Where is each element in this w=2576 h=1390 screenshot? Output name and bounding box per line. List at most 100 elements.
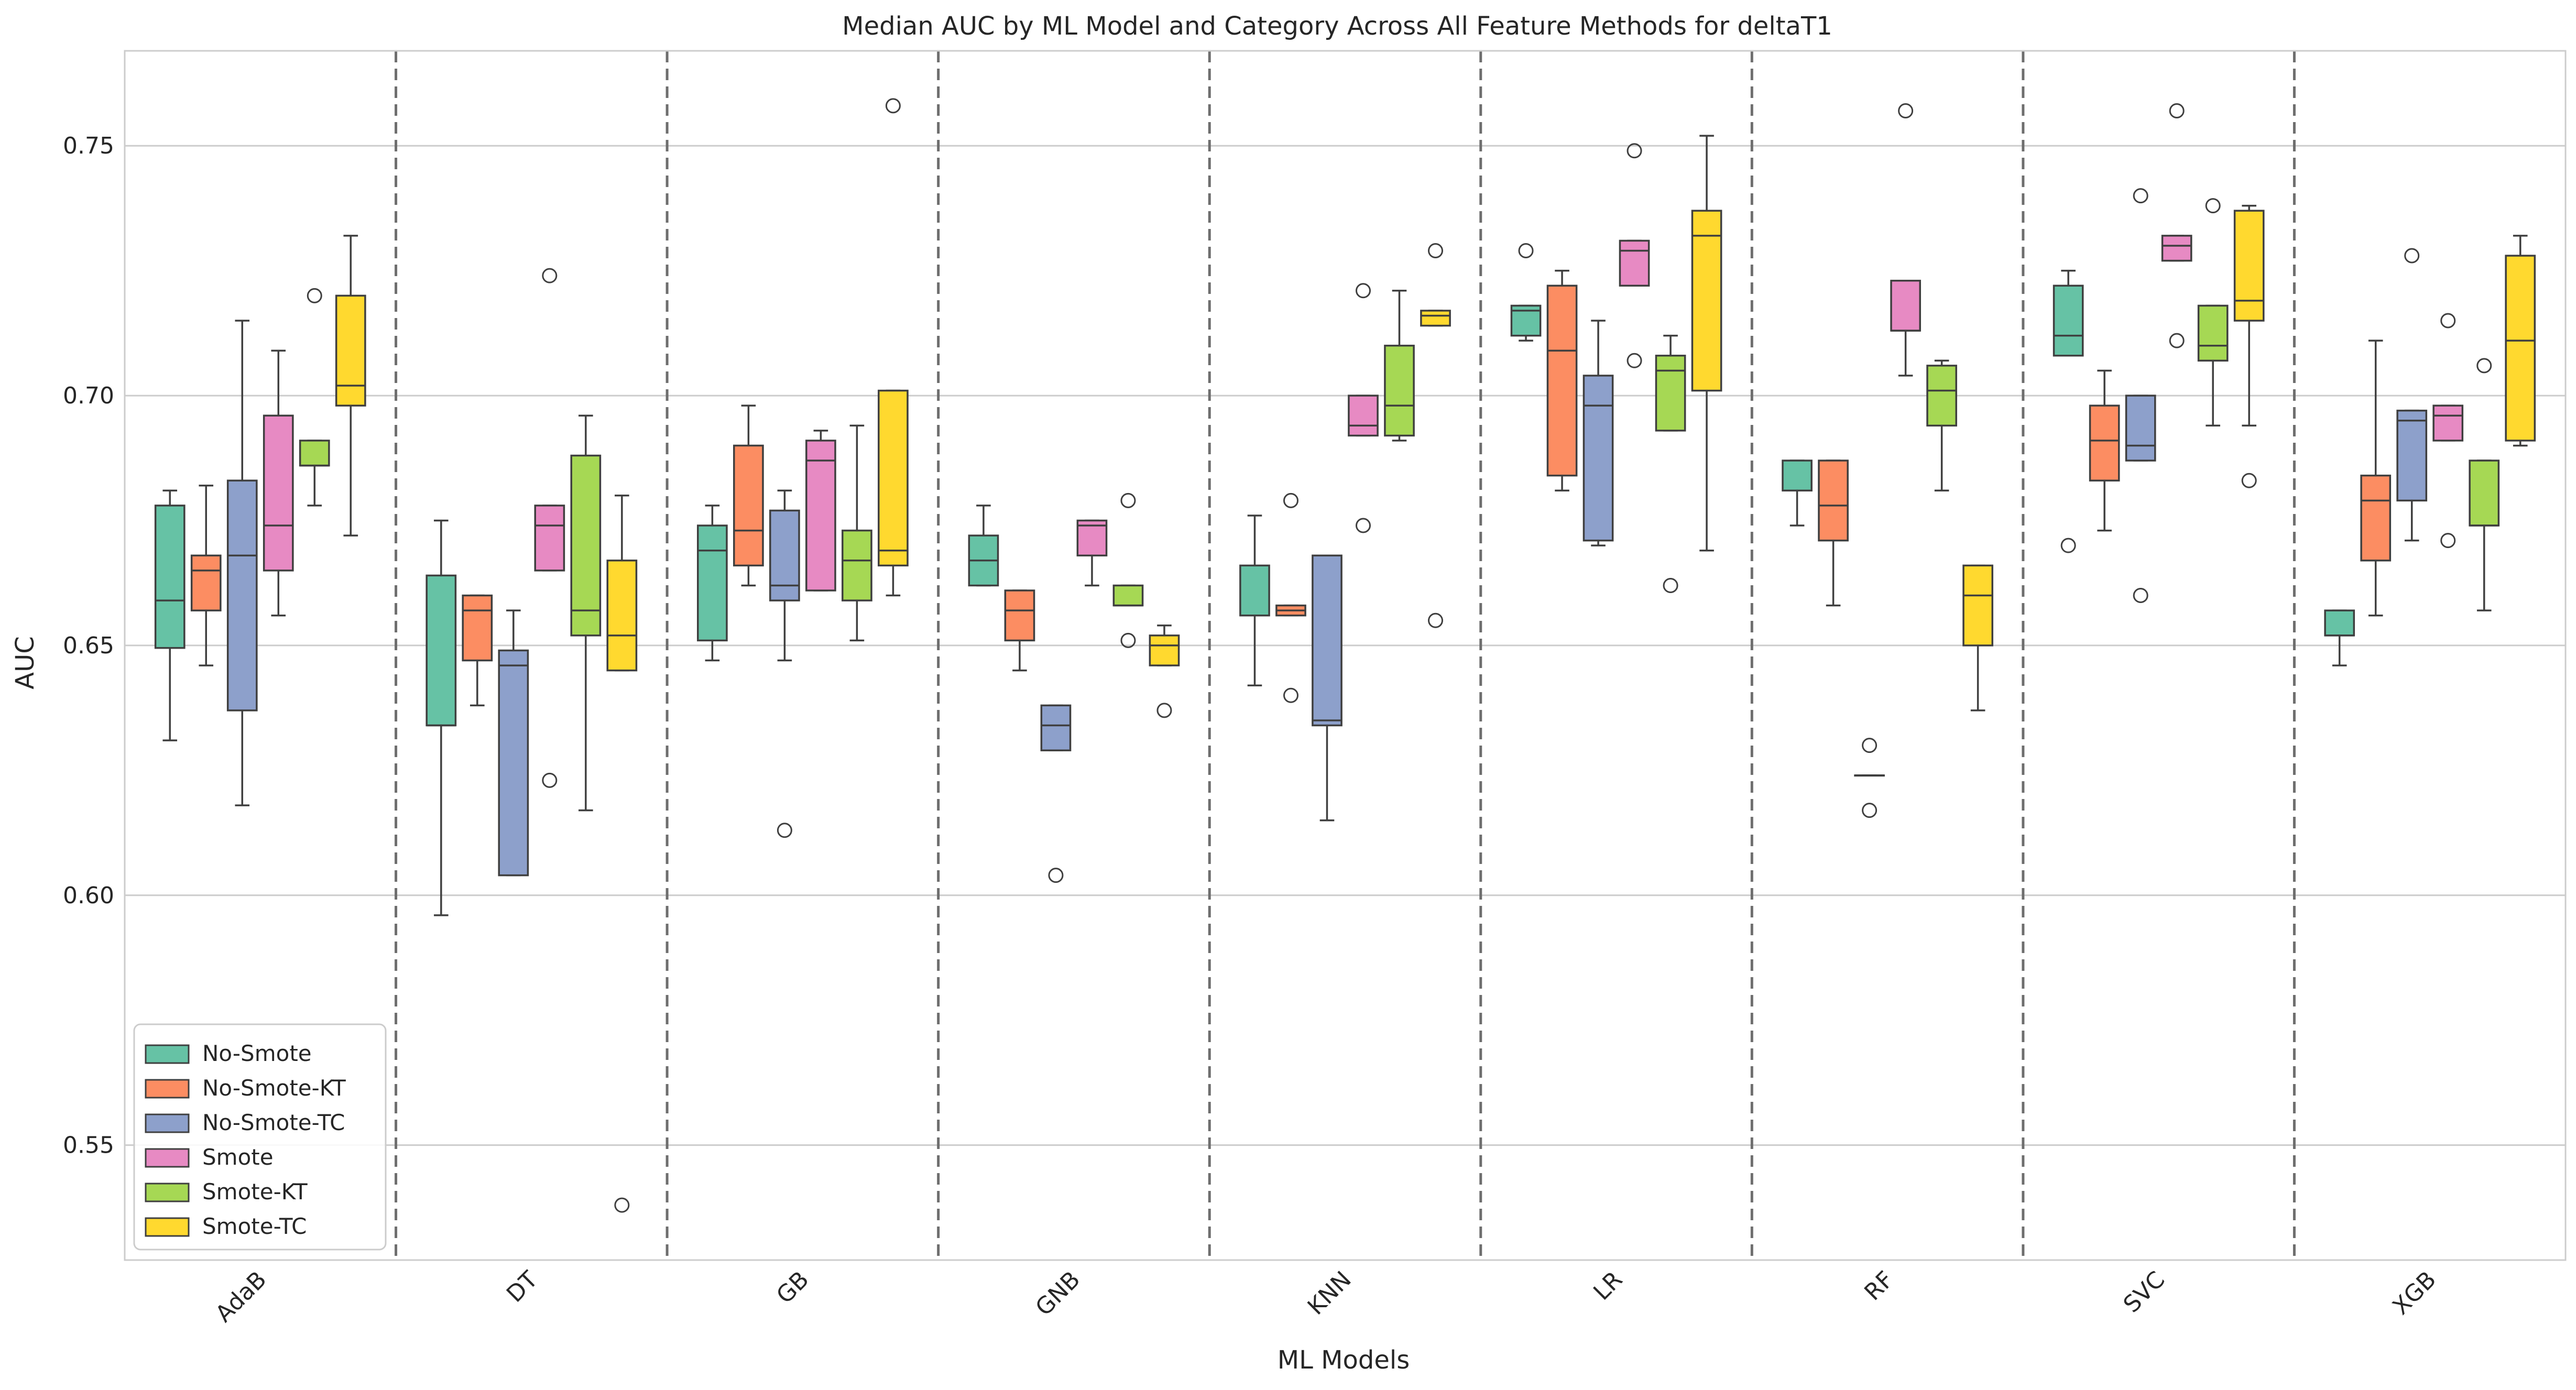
- box-No-Smote-TC-SVC: [2125, 188, 2156, 604]
- box-iqr: [2233, 210, 2265, 322]
- box-No-Smote-TC-DT: [498, 609, 529, 877]
- outlier-point: [1356, 518, 1371, 533]
- box-iqr: [2396, 409, 2428, 502]
- outlier-point: [1428, 612, 1444, 628]
- box-Smote-TC-AdaB: [335, 235, 366, 537]
- box-iqr: [1149, 634, 1180, 666]
- box-iqr: [1691, 210, 1722, 392]
- boxes: [154, 98, 2536, 1213]
- box-Smote-TC-GNB: [1149, 625, 1180, 718]
- box-iqr: [2324, 609, 2355, 637]
- legend: No-Smote No-Smote-KT No-Smote-TC Smote Smote…: [133, 1023, 387, 1251]
- box-Smote-KNN: [1348, 283, 1379, 533]
- box-No-Smote-DT: [425, 519, 457, 916]
- legend-label: Smote: [202, 1144, 274, 1170]
- outlier-point: [2060, 538, 2076, 553]
- box-Smote-KT-KNN: [1384, 290, 1415, 442]
- outlier-point: [542, 268, 558, 283]
- box-iqr: [534, 505, 565, 572]
- outlier-point: [614, 1197, 630, 1213]
- outlier-point: [1627, 143, 1642, 159]
- box-Smote-KT-SVC: [2197, 198, 2229, 427]
- x-axis-title: ML Models: [1278, 1345, 1410, 1375]
- box-iqr: [697, 524, 728, 642]
- outlier-point: [1283, 492, 1298, 508]
- box-No-Smote-TC-AdaB: [226, 320, 258, 806]
- box-iqr: [1239, 564, 1270, 617]
- outlier-point: [1862, 803, 1878, 818]
- box-iqr: [2053, 284, 2084, 357]
- box-iqr: [190, 554, 222, 611]
- outlier-point: [1518, 243, 1534, 258]
- box-Smote-RF: [1890, 103, 1921, 377]
- outlier-point: [1663, 577, 1678, 593]
- outlier-point: [2169, 103, 2185, 118]
- box-No-Smote-TC-XGB: [2396, 248, 2428, 542]
- box-iqr: [2505, 255, 2536, 442]
- box-iqr: [1655, 355, 1686, 432]
- box-No-Smote-AdaB: [154, 489, 185, 741]
- box-iqr: [2197, 304, 2229, 362]
- legend-swatch: [145, 1183, 190, 1202]
- box-No-Smote-TC-GNB: [1040, 704, 1072, 883]
- box-No-Smote-GB: [697, 505, 728, 662]
- legend-label: No-Smote-KT: [202, 1075, 346, 1101]
- outlier-point: [2133, 188, 2148, 204]
- box-iqr: [335, 294, 366, 407]
- outlier-point: [2476, 358, 2492, 374]
- box-No-Smote-RF: [1782, 459, 1813, 527]
- box-Smote-GB: [805, 430, 836, 592]
- box-iqr: [2432, 404, 2464, 442]
- box-Smote-XGB: [2432, 313, 2464, 549]
- box-No-Smote-TC-LR: [1582, 320, 1614, 546]
- box-iqr: [733, 444, 764, 567]
- box-Smote-TC-RF: [1962, 564, 1993, 712]
- outlier-point: [542, 772, 558, 788]
- legend-swatch: [145, 1148, 190, 1168]
- box-iqr: [226, 479, 258, 712]
- y-tick-label: 0.60: [63, 882, 114, 909]
- box-Smote-TC-KNN: [1420, 243, 1451, 628]
- y-tick-label: 0.55: [63, 1132, 114, 1159]
- y-tick-labels: 0.55 0.60 0.65 0.70 0.75: [63, 133, 114, 1158]
- box-No-Smote-TC-GB: [769, 489, 800, 838]
- box-iqr: [2161, 235, 2192, 262]
- box-iqr: [299, 440, 330, 467]
- outlier-point: [2205, 198, 2221, 214]
- box-iqr: [1004, 589, 1035, 642]
- box-iqr: [425, 574, 457, 727]
- box-No-Smote-XGB: [2324, 609, 2355, 666]
- box-iqr: [1962, 564, 1993, 647]
- box-No-Smote-KT-XGB: [2360, 340, 2392, 617]
- box-iqr: [1582, 375, 1614, 542]
- box-Smote-KT-GB: [842, 424, 872, 642]
- outlier-point: [2133, 588, 2148, 604]
- outlier-point: [2169, 333, 2185, 348]
- box-No-Smote-KT-RF: [1818, 459, 1849, 607]
- box-iqr: [805, 440, 836, 592]
- y-tick-label: 0.65: [63, 632, 114, 659]
- box-Smote-TC-LR: [1691, 135, 1722, 552]
- box-iqr: [1348, 395, 1379, 437]
- legend-swatch: [145, 1044, 190, 1064]
- outlier-point: [2404, 248, 2420, 264]
- box-iqr: [606, 560, 638, 672]
- box-iqr: [1040, 704, 1072, 751]
- y-axis-title: AUC: [10, 636, 40, 689]
- box-iqr: [769, 509, 800, 601]
- box-iqr: [2360, 474, 2392, 562]
- outlier-point: [307, 288, 322, 303]
- outlier-point: [1283, 687, 1298, 703]
- outlier-point: [1428, 243, 1444, 258]
- box-No-Smote-KT-KNN: [1275, 492, 1306, 703]
- outlier-point: [1120, 492, 1136, 508]
- outlier-point: [1156, 703, 1172, 718]
- box-No-Smote-TC-RF: [1854, 738, 1885, 818]
- box-iqr: [1384, 344, 1415, 437]
- outlier-point: [1356, 283, 1371, 299]
- box-iqr: [2469, 459, 2500, 527]
- box-Smote-LR: [1619, 143, 1650, 368]
- box-Smote-KT-AdaB: [299, 288, 330, 507]
- plot-frame: [124, 50, 2567, 1261]
- box-Smote-DT: [534, 268, 565, 788]
